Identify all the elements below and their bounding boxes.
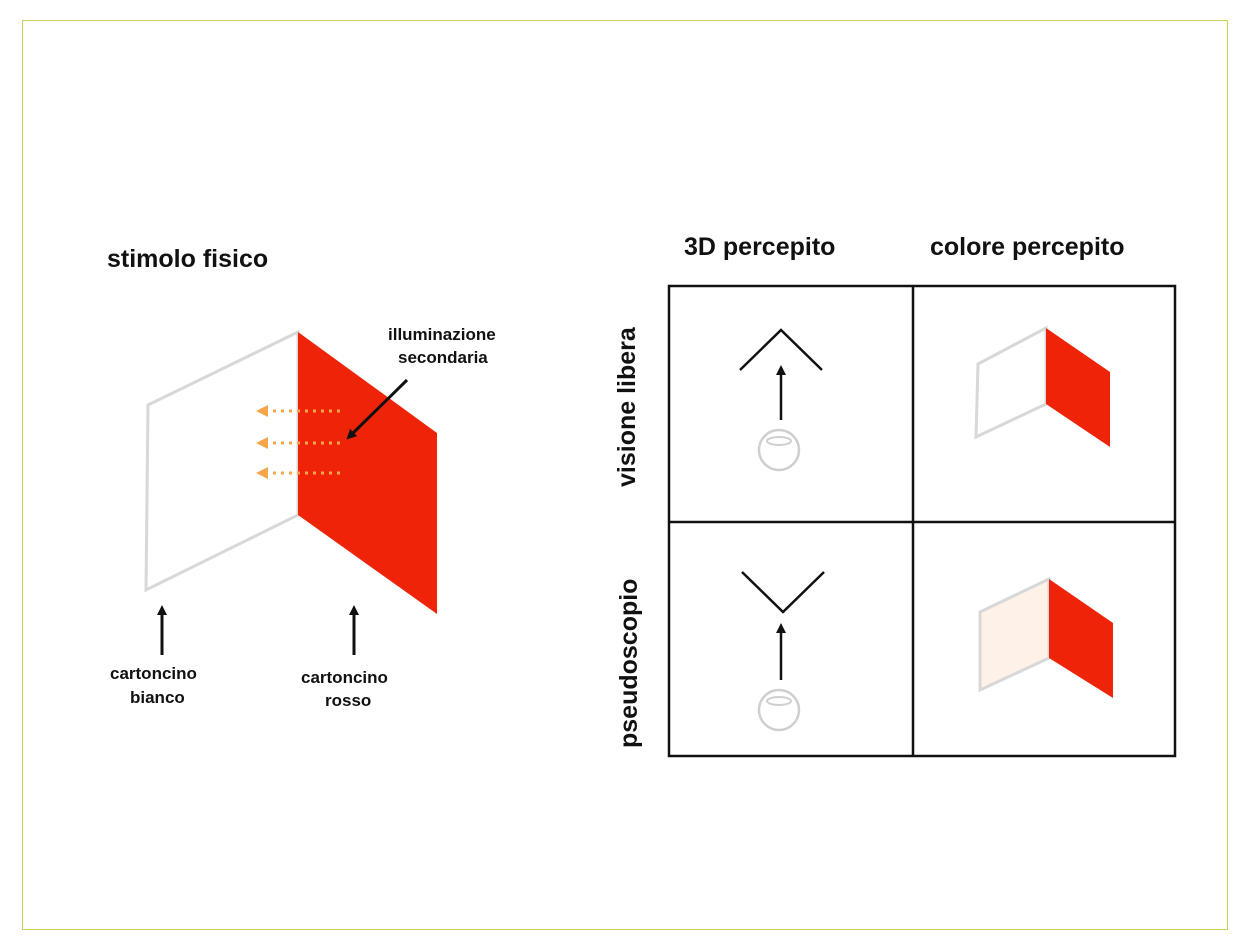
secondary-light-arrows — [256, 405, 340, 479]
eye-icon — [757, 688, 801, 732]
convex-angle-icon — [739, 328, 823, 371]
concave-angle-icon — [741, 571, 825, 614]
tinted-card-percept — [978, 576, 1051, 693]
left-panel-title: stimolo fisico — [107, 245, 268, 273]
cell-pseudoscope-color — [978, 576, 1113, 698]
cell-pseudoscope-3d — [741, 571, 825, 732]
secondary-light-label-2: secondaria — [398, 348, 488, 367]
row-header-pseudoscope: pseudoscopio — [615, 579, 643, 748]
secondary-light-label-1: illuminazione — [388, 325, 496, 344]
secondary-light-pointer-arrow — [346, 378, 409, 440]
white-card-percept — [974, 325, 1048, 440]
row-header-free-vision: visione libera — [613, 326, 641, 487]
red-card-label-2: rosso — [325, 691, 371, 710]
figure-frame — [22, 20, 1228, 930]
grid-table — [667, 284, 1177, 758]
red-card-label-1: cartoncino — [301, 668, 388, 687]
red-card — [298, 332, 437, 614]
cell-free-vision-color — [974, 325, 1110, 447]
col-header-3d: 3D percepito — [684, 233, 835, 261]
cell-free-vision-3d — [739, 328, 823, 472]
col-header-color: colore percepito — [930, 233, 1125, 261]
red-card-percept — [1049, 579, 1113, 698]
white-card-label-1: cartoncino — [110, 664, 197, 683]
eye-icon — [757, 428, 801, 472]
white-card — [144, 329, 300, 593]
white-card-label-2: bianco — [130, 688, 185, 707]
red-card-percept — [1046, 328, 1110, 447]
